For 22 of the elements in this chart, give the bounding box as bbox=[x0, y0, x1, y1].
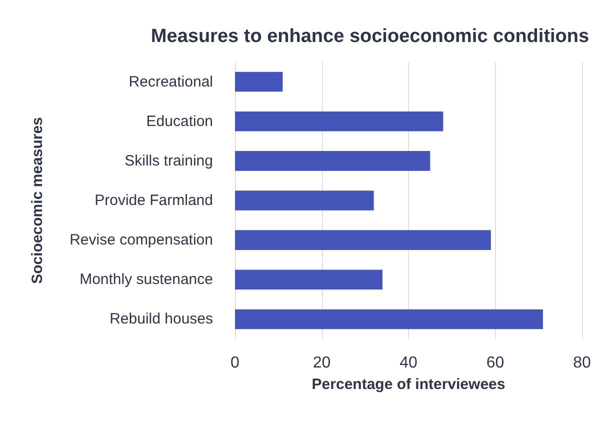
y-tick-label: Skills training bbox=[124, 152, 213, 170]
x-tick-label: 80 bbox=[573, 354, 591, 372]
x-tick-label: 60 bbox=[486, 354, 504, 372]
y-tick-label: Revise compensation bbox=[70, 232, 213, 249]
chart-title: Measures to enhance socioeconomic conditions bbox=[150, 26, 590, 47]
y-tick-label: Education bbox=[146, 112, 213, 130]
y-tick-label: Recreational bbox=[128, 73, 213, 90]
bar bbox=[235, 309, 543, 330]
x-tick-label: 20 bbox=[312, 354, 331, 372]
y-tick-label: Monthly sustenance bbox=[80, 271, 213, 288]
x-tick-label: 40 bbox=[400, 354, 418, 372]
y-axis-title: Socioecomic measures bbox=[29, 117, 46, 284]
x-axis-title: Percentage of interviewees bbox=[312, 376, 506, 393]
y-tick-label: Rebuild houses bbox=[110, 310, 213, 328]
y-tick-label: Provide Farmland bbox=[94, 192, 213, 209]
x-tick-label: 0 bbox=[230, 354, 240, 372]
bar bbox=[235, 230, 491, 250]
bar bbox=[235, 111, 444, 132]
bar bbox=[235, 151, 430, 171]
bar bbox=[235, 270, 382, 290]
bar bbox=[235, 72, 283, 92]
bar bbox=[235, 190, 374, 210]
